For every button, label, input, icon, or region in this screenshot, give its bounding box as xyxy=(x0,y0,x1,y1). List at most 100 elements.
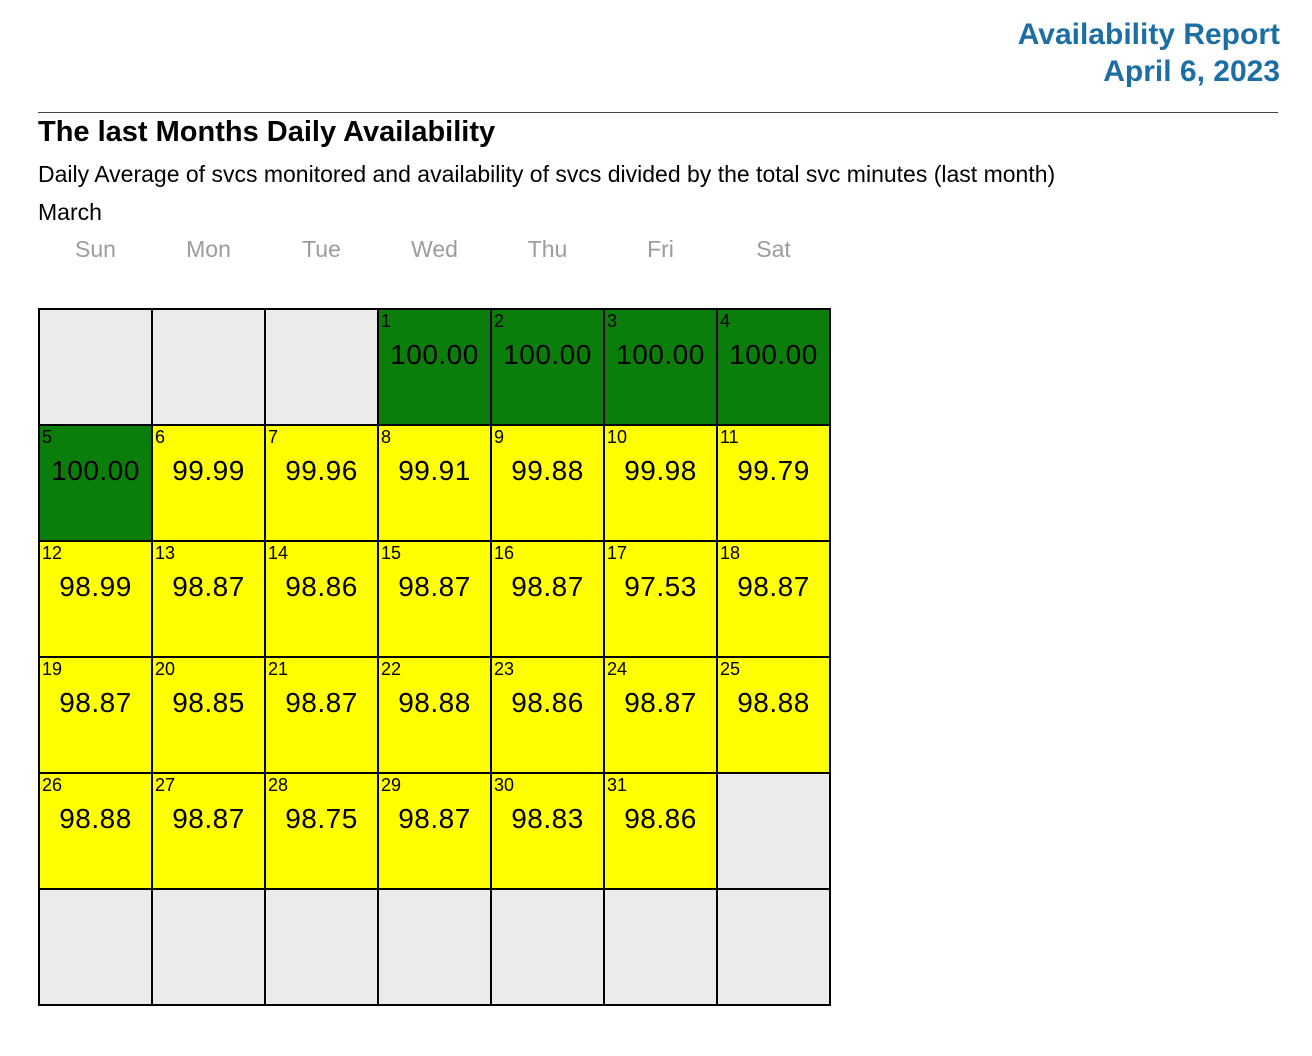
availability-value: 99.96 xyxy=(285,455,358,486)
weekday-label-tue: Tue xyxy=(302,236,341,262)
month-label: March xyxy=(38,199,102,225)
report-title: Availability Report xyxy=(1017,18,1280,51)
availability-value: 97.53 xyxy=(624,571,697,602)
calendar-day-cell: 15 98.87 xyxy=(378,541,491,657)
calendar-day-cell xyxy=(265,309,378,425)
day-number: 27 xyxy=(155,775,176,795)
availability-value: 98.87 xyxy=(172,803,245,834)
availability-value: 100.00 xyxy=(503,339,592,370)
calendar-day-cell xyxy=(717,889,830,1005)
day-number xyxy=(379,890,490,891)
availability-value: 99.79 xyxy=(737,455,810,486)
calendar-day-cell: 27 98.87 xyxy=(152,773,265,889)
day-number: 14 xyxy=(268,543,289,563)
day-number xyxy=(266,890,377,891)
calendar-day-cell: 29 98.87 xyxy=(378,773,491,889)
availability-value: 100.00 xyxy=(729,339,818,370)
weekday-label-mon: Mon xyxy=(186,236,231,262)
availability-value: 98.87 xyxy=(285,687,358,718)
calendar-day-cell: 13 98.87 xyxy=(152,541,265,657)
weekday-label-thu: Thu xyxy=(527,236,568,262)
day-number xyxy=(153,310,264,311)
day-number: 12 xyxy=(42,543,63,563)
availability-value: 99.88 xyxy=(511,455,584,486)
calendar-day-cell: 25 98.88 xyxy=(717,657,830,773)
day-number xyxy=(605,890,716,891)
availability-value: 98.86 xyxy=(624,803,697,834)
day-number: 29 xyxy=(381,775,402,795)
availability-value: 98.87 xyxy=(398,803,471,834)
calendar-day-cell: 16 98.87 xyxy=(491,541,604,657)
calendar-day-cell: 7 99.96 xyxy=(265,425,378,541)
day-number: 10 xyxy=(607,427,628,447)
day-number: 25 xyxy=(720,659,741,679)
calendar-day-cell: 5 100.00 xyxy=(39,425,152,541)
day-number: 31 xyxy=(607,775,628,795)
calendar-day-cell: 21 98.87 xyxy=(265,657,378,773)
calendar-day-cell: 22 98.88 xyxy=(378,657,491,773)
calendar-day-cell: 12 98.99 xyxy=(39,541,152,657)
calendar-day-cell xyxy=(39,889,152,1005)
availability-value: 99.99 xyxy=(172,455,245,486)
availability-value: 100.00 xyxy=(51,455,140,486)
availability-value: 99.98 xyxy=(624,455,697,486)
weekday-header: Sun Mon Tue Wed Thu Fri Sat xyxy=(39,236,830,263)
calendar-day-cell: 20 98.85 xyxy=(152,657,265,773)
day-number xyxy=(718,890,829,891)
calendar-day-cell xyxy=(604,889,717,1005)
calendar-day-cell xyxy=(378,889,491,1005)
calendar-day-cell: 4 100.00 xyxy=(717,309,830,425)
day-number: 18 xyxy=(720,543,741,563)
calendar-day-cell xyxy=(39,309,152,425)
calendar-day-cell: 18 98.87 xyxy=(717,541,830,657)
availability-value: 100.00 xyxy=(616,339,705,370)
day-number: 21 xyxy=(268,659,289,679)
day-number: 20 xyxy=(155,659,176,679)
day-number xyxy=(718,774,829,775)
calendar-day-cell: 24 98.87 xyxy=(604,657,717,773)
day-number: 4 xyxy=(720,311,731,331)
availability-value: 98.88 xyxy=(59,803,132,834)
availability-value: 98.88 xyxy=(737,687,810,718)
calendar-day-cell: 9 99.88 xyxy=(491,425,604,541)
day-number: 5 xyxy=(42,427,53,447)
calendar-day-cell: 14 98.86 xyxy=(265,541,378,657)
calendar-day-cell: 26 98.88 xyxy=(39,773,152,889)
calendar-day-cell xyxy=(717,773,830,889)
day-number: 30 xyxy=(494,775,515,795)
weekday-label-wed: Wed xyxy=(411,236,458,262)
availability-value: 98.87 xyxy=(624,687,697,718)
calendar-day-cell: 10 99.98 xyxy=(604,425,717,541)
calendar-day-cell: 31 98.86 xyxy=(604,773,717,889)
availability-value: 98.85 xyxy=(172,687,245,718)
day-number: 26 xyxy=(42,775,63,795)
calendar-day-cell: 30 98.83 xyxy=(491,773,604,889)
day-number: 23 xyxy=(494,659,515,679)
availability-value: 98.86 xyxy=(285,571,358,602)
availability-value: 98.75 xyxy=(285,803,358,834)
section-title: The last Months Daily Availability xyxy=(38,116,496,148)
calendar-day-cell: 6 99.99 xyxy=(152,425,265,541)
day-number: 16 xyxy=(494,543,515,563)
weekday-label-sun: Sun xyxy=(75,236,116,262)
calendar-day-cell xyxy=(265,889,378,1005)
day-number xyxy=(40,890,151,891)
calendar-day-cell: 8 99.91 xyxy=(378,425,491,541)
report-header: Availability Report April 6, 2023 xyxy=(1018,16,1280,90)
availability-value: 100.00 xyxy=(390,339,479,370)
day-number xyxy=(492,890,603,891)
report-date: April 6, 2023 xyxy=(1103,55,1280,88)
availability-value: 98.87 xyxy=(398,571,471,602)
day-number: 13 xyxy=(155,543,176,563)
weekday-label-sat: Sat xyxy=(756,236,791,262)
day-number: 7 xyxy=(268,427,279,447)
calendar-day-cell xyxy=(152,889,265,1005)
day-number: 19 xyxy=(42,659,63,679)
day-number: 9 xyxy=(494,427,505,447)
day-number xyxy=(266,310,377,311)
day-number: 24 xyxy=(607,659,628,679)
calendar-day-cell: 1 100.00 xyxy=(378,309,491,425)
day-number: 8 xyxy=(381,427,392,447)
calendar-day-cell: 3 100.00 xyxy=(604,309,717,425)
availability-value: 98.87 xyxy=(737,571,810,602)
